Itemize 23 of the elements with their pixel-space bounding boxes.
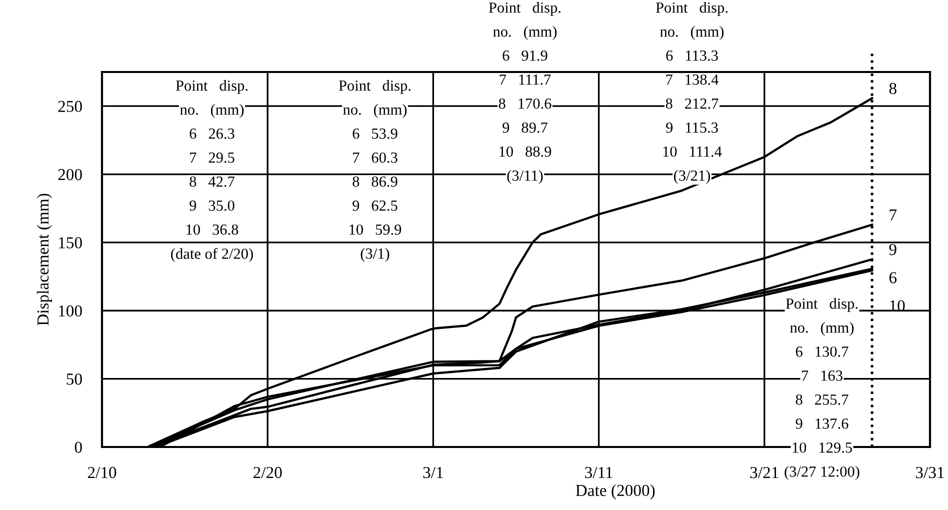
y-tick-label: 150 [59, 237, 82, 248]
series-label: 7 [890, 209, 897, 220]
x-tick-label: 3/1 [423, 466, 443, 478]
series-label: 9 [889, 244, 896, 256]
y-tick-label: 250 [58, 100, 82, 112]
annotation: Point disp. no. (mm) 6 130.7 7 163 8 255.7 9 137.6 10 129.5 (3/27 12:00) [784, 298, 860, 480]
x-axis-title: Date (2000) [576, 484, 655, 500]
annotation: Point disp. no. (mm) 6 26.3 7 29.5 8 42.7 9 35.0 10 36.8 (date of 2/20) [171, 80, 253, 262]
y-axis-title: Displacement (mm) [36, 194, 52, 326]
annotation: Point disp. no. (mm) 6 91.9 7 111.7 8 170.6 9 89.7 10 88.9 (3/11) [488, 2, 560, 184]
x-tick-label: 3/31 [916, 466, 944, 478]
series-label: 8 [889, 82, 896, 94]
y-tick-label: 0 [74, 442, 82, 453]
series-label: 6 [889, 272, 897, 284]
x-tick-label: 3/11 [585, 466, 612, 478]
annotation: Point disp. no. (mm) 6 53.9 7 60.3 8 86.9 9 62.5 10 59.9 (3/1) [338, 80, 410, 262]
y-tick-label: 100 [59, 305, 82, 317]
x-tick-label: 2/10 [88, 466, 116, 478]
annotation: Point disp. no. (mm) 6 113.3 7 138.4 8 212.7 9 115.3 10 111.4 (3/21) [656, 2, 728, 184]
x-tick-label: 3/21 [750, 466, 778, 478]
x-tick-label: 2/20 [254, 466, 282, 478]
y-tick-label: 200 [58, 168, 82, 180]
y-tick-label: 50 [66, 374, 82, 385]
